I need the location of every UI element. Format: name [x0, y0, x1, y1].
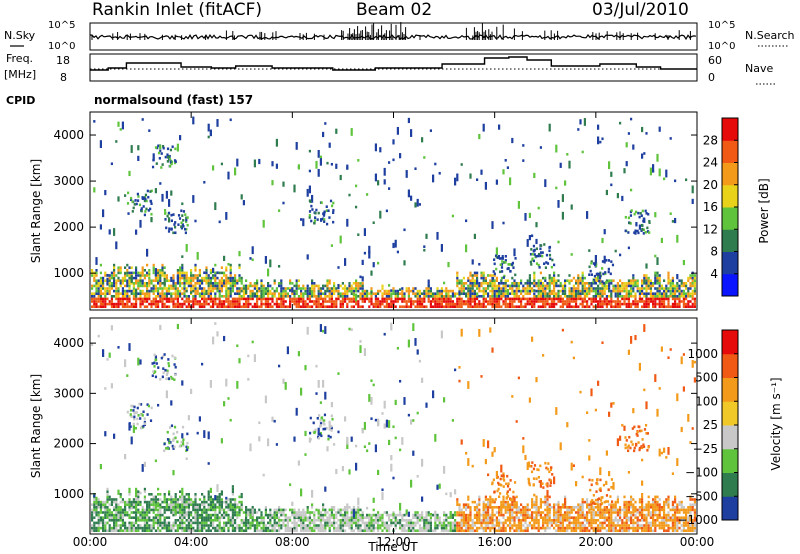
- power-colorbar: 28 24 20 16 12 8 4: [703, 117, 739, 297]
- nsearch-spikes: [91, 22, 691, 40]
- time-tick-label: 12:00: [376, 535, 411, 549]
- nave-tick-low: 0: [708, 71, 715, 84]
- range-tick-label: 1000: [53, 487, 84, 501]
- time-axis: 00:00 04:00 08:00 12:00 16:00 20:00 00:00: [73, 112, 715, 549]
- colorbar-tick-label: −1000: [677, 513, 718, 527]
- range-tick-label: 4000: [53, 128, 84, 142]
- colorbar-tick-label: −500: [685, 489, 718, 503]
- nsky-label: N.Sky: [4, 29, 36, 42]
- time-axis-label: Time UT: [367, 540, 418, 554]
- freq-tick-high: 18: [56, 54, 70, 67]
- freq-trace: [90, 56, 697, 71]
- cpid-value: normalsound (fast) 157: [94, 93, 253, 107]
- colorbar-swatch: [722, 401, 738, 426]
- power-panel: 4000 3000 2000 1000 Slant Range [km] 28 24 20…: [29, 111, 771, 311]
- freq-strip: Freq. [MHz] 18 8 60 0 Nave CPID normalso…: [4, 52, 776, 107]
- nsky-strip: N.Sky 10^5 10^0 10^5 10^0 N.Search: [4, 20, 795, 52]
- nave-label: Nave: [745, 62, 773, 75]
- colorbar-swatch: [722, 140, 738, 163]
- range-tick-label: 2000: [53, 437, 84, 451]
- colorbar-tick-label: 8: [710, 245, 718, 259]
- colorbar-swatch: [722, 377, 738, 402]
- colorbar-tick-label: 4: [710, 267, 718, 281]
- nsky-tick-low: 10^0: [48, 41, 75, 52]
- date-label: 03/Jul/2010: [592, 0, 689, 20]
- time-tick-label: 16:00: [477, 535, 512, 549]
- nave-tick-high: 60: [708, 54, 722, 67]
- velocity-ylabel: Slant Range [km]: [29, 374, 43, 478]
- nsearch-tick-low: 10^0: [708, 41, 735, 52]
- colorbar-swatch: [722, 251, 738, 275]
- velocity-colorbar: 1000 500 100 25 −25 −100 −500 −1000: [677, 329, 739, 527]
- station-title: Rankin Inlet (fitACF): [92, 0, 263, 20]
- colorbar-tick-label: 24: [703, 156, 718, 170]
- colorbar-swatch: [722, 162, 738, 186]
- range-tick-label: 3000: [53, 174, 84, 188]
- colorbar-swatch: [722, 229, 738, 252]
- colorbar-tick-label: 25: [703, 418, 718, 432]
- nsearch-label: N.Search: [745, 29, 795, 42]
- freq-label: Freq.: [6, 52, 33, 65]
- velocity-data: [91, 322, 696, 532]
- nsky-tick-high: 10^5: [48, 20, 75, 31]
- time-tick-label: 08:00: [275, 535, 310, 549]
- colorbar-swatch: [722, 353, 738, 378]
- velocity-y-axis: 4000 3000 2000 1000: [53, 336, 697, 501]
- freq-unit: [MHz]: [4, 68, 36, 81]
- range-tick-label: 1000: [53, 266, 84, 280]
- power-ylabel: Slant Range [km]: [29, 159, 43, 263]
- range-tick-label: 4000: [53, 336, 84, 350]
- colorbar-swatch: [722, 472, 738, 497]
- beam-label: Beam 02: [356, 0, 433, 20]
- colorbar-swatch: [722, 207, 738, 230]
- colorbar-tick-label: 28: [703, 133, 718, 147]
- velocity-panel: 4000 3000 2000 1000 Slant Range [km] 1000 50…: [29, 317, 783, 535]
- colorbar-swatch: [722, 118, 738, 141]
- colorbar-swatch: [722, 448, 738, 473]
- power-colorbar-label: Power [dB]: [757, 178, 771, 243]
- colorbar-tick-label: 20: [703, 178, 718, 192]
- colorbar-swatch: [722, 425, 738, 450]
- power-y-axis: 4000 3000 2000 1000: [53, 128, 697, 280]
- time-tick-label: 00:00: [680, 535, 715, 549]
- colorbar-tick-label: 1000: [687, 347, 718, 361]
- time-tick-label: 04:00: [174, 535, 209, 549]
- colorbar-swatch: [722, 496, 738, 521]
- freq-tick-low: 8: [60, 71, 67, 84]
- velocity-colorbar-label: Velocity [m s⁻¹]: [769, 377, 783, 470]
- cpid-label: CPID: [6, 94, 35, 107]
- nsearch-tick-high: 10^5: [708, 20, 735, 31]
- colorbar-swatch: [722, 330, 738, 355]
- colorbar-tick-label: −25: [693, 442, 718, 456]
- colorbar-tick-label: 12: [703, 222, 718, 236]
- colorbar-swatch: [722, 273, 738, 297]
- power-data: [91, 116, 696, 308]
- time-tick-label: 20:00: [579, 535, 614, 549]
- colorbar-swatch: [722, 184, 738, 208]
- colorbar-tick-label: 500: [695, 371, 718, 385]
- colorbar-tick-label: −100: [685, 466, 718, 480]
- range-tick-label: 3000: [53, 386, 84, 400]
- time-tick-label: 00:00: [73, 535, 108, 549]
- colorbar-tick-label: 100: [695, 394, 718, 408]
- range-tick-label: 2000: [53, 220, 84, 234]
- colorbar-tick-label: 16: [703, 200, 718, 214]
